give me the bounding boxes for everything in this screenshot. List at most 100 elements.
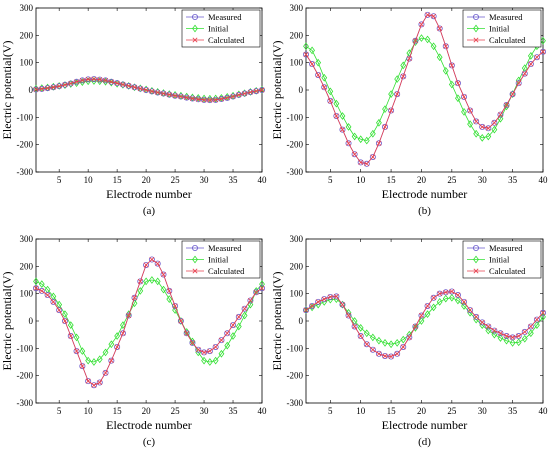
x-tick-label: 10 [84, 175, 94, 185]
data-point-initial [412, 38, 419, 47]
data-point-calculated [431, 295, 437, 301]
data-point-initial [527, 51, 534, 60]
data-point-calculated [443, 289, 449, 295]
data-point-measured [497, 111, 504, 118]
data-point-initial [351, 132, 358, 141]
data-point-calculated [528, 323, 534, 329]
data-point-calculated [195, 96, 201, 102]
data-point-initial [143, 277, 150, 286]
x-tick-label: 35 [508, 175, 518, 185]
data-point-calculated [39, 86, 45, 92]
data-point-measured [230, 93, 237, 100]
data-point-measured [424, 302, 431, 309]
data-point-initial [461, 302, 467, 310]
y-tick-label: 0 [29, 85, 34, 95]
legend-marker-initial [473, 255, 479, 264]
data-point-measured [467, 107, 474, 114]
data-point-calculated [321, 84, 327, 90]
data-point-calculated [68, 80, 74, 86]
data-point-measured [90, 382, 97, 389]
data-point-calculated [534, 317, 540, 323]
x-tick-label: 30 [200, 175, 210, 185]
data-point-calculated [510, 334, 516, 340]
x-tick-label: 15 [113, 406, 123, 416]
data-point-initial [479, 133, 486, 142]
data-point-calculated [155, 89, 161, 95]
data-point-initial [38, 280, 45, 288]
data-point-measured [195, 346, 202, 353]
data-point-measured [381, 123, 388, 130]
data-point-calculated [33, 285, 39, 291]
data-point-initial [357, 135, 364, 144]
x-tick-label: 40 [258, 175, 268, 185]
legend-marker-initial [192, 255, 198, 264]
x-tick-label: 35 [229, 175, 239, 185]
data-point-measured [321, 84, 328, 91]
data-point-calculated [497, 330, 503, 336]
y-tick-label: 200 [290, 261, 304, 271]
data-point-calculated [431, 13, 437, 19]
data-point-calculated [528, 61, 534, 67]
data-point-calculated [522, 71, 528, 77]
data-point-calculated [62, 82, 68, 88]
data-point-measured [241, 90, 248, 97]
data-point-calculated [45, 292, 51, 298]
data-point-calculated [449, 288, 455, 294]
data-point-measured [247, 297, 254, 304]
data-point-initial [448, 80, 455, 89]
data-point-initial [201, 356, 207, 365]
data-point-initial [108, 340, 115, 349]
data-point-calculated [327, 98, 333, 104]
data-point-calculated [149, 257, 155, 262]
data-point-calculated [207, 348, 213, 354]
data-point-measured [302, 307, 309, 314]
y-tick-label: 100 [290, 58, 304, 68]
data-point-initial [303, 42, 309, 51]
data-point-initial [527, 329, 534, 338]
x-tick-label: 35 [508, 406, 518, 416]
panel-label: (b) [418, 205, 431, 217]
x-tick-label: 10 [84, 406, 94, 416]
legend-marker-measured [191, 244, 198, 251]
data-point-calculated [321, 296, 327, 302]
data-point-measured [394, 350, 401, 357]
legend-entry-calculated: Calculated [489, 266, 526, 276]
data-point-measured [56, 83, 63, 90]
data-point-measured [375, 350, 382, 357]
data-point-calculated [224, 330, 230, 336]
data-point-measured [436, 290, 443, 297]
data-point-initial [503, 336, 510, 345]
legend-entry-initial: Initial [489, 255, 510, 265]
data-point-calculated [370, 347, 376, 353]
data-point-measured [339, 126, 346, 133]
data-point-initial [394, 338, 401, 347]
data-point-initial [515, 338, 522, 347]
data-point-initial [442, 66, 449, 75]
data-point-initial [455, 296, 461, 305]
data-point-measured [206, 348, 213, 355]
data-point-initial [430, 42, 437, 51]
legend-marker-calculated [192, 37, 198, 43]
legend-entry-initial: Initial [208, 24, 229, 34]
data-point-initial [455, 94, 461, 103]
data-point-measured [485, 125, 492, 132]
data-point-measured [224, 330, 231, 337]
y-tick-label: -300 [17, 167, 34, 177]
data-point-initial [503, 102, 510, 111]
data-point-measured [448, 62, 455, 69]
data-point-calculated [108, 79, 114, 85]
data-point-measured [509, 334, 516, 341]
data-point-measured [315, 298, 322, 305]
data-point-calculated [218, 337, 224, 343]
data-point-calculated [504, 333, 510, 339]
y-tick-label: 200 [20, 30, 34, 40]
data-point-calculated [534, 54, 540, 60]
data-point-calculated [540, 49, 546, 55]
data-point-calculated [189, 95, 195, 101]
data-point-calculated [455, 292, 461, 298]
data-point-calculated [394, 351, 400, 357]
data-point-calculated [358, 159, 364, 165]
data-point-measured [430, 13, 437, 20]
legend-marker-measured [472, 244, 479, 251]
